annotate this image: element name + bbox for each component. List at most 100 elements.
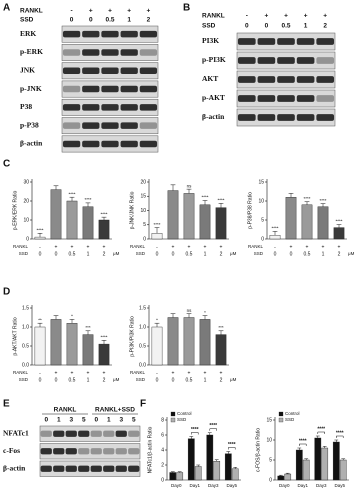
- significance-bracket: [191, 432, 199, 435]
- bar: [151, 233, 163, 240]
- significance-label: ****: [153, 222, 160, 227]
- blot-band: [62, 49, 81, 56]
- significance-bracket: [336, 435, 344, 438]
- blot-band: [90, 448, 102, 455]
- bar: [167, 317, 179, 366]
- blot-band: [82, 140, 100, 148]
- blot-band: [101, 67, 119, 75]
- bar: [215, 207, 227, 240]
- blot-band: [316, 38, 335, 45]
- bar: [176, 472, 184, 481]
- y-tick-label: 15: [140, 194, 146, 200]
- blot-lane-label: +: [323, 13, 327, 20]
- x-row-value: +: [87, 370, 90, 376]
- y-tick-label: 20: [23, 198, 29, 204]
- y-axis-title: p-JNK/JNK Ratio: [129, 191, 135, 229]
- blot-lane-label: -: [246, 13, 248, 20]
- bar: [321, 447, 329, 481]
- blot-lane-label: 5: [132, 417, 136, 424]
- blot-band: [139, 104, 158, 111]
- y-tick-label: 6: [161, 432, 164, 438]
- blot-band: [128, 465, 140, 472]
- y-tick-label: 15: [266, 417, 272, 423]
- blot-band: [128, 430, 140, 437]
- blot-band: [82, 85, 100, 93]
- bar: [301, 204, 313, 240]
- y-tick-label: 0.5: [139, 343, 146, 349]
- blot-band: [237, 114, 256, 121]
- bar: [215, 334, 227, 366]
- blot-band: [62, 122, 81, 129]
- x-row-value: 0: [274, 251, 277, 257]
- blot-lane-label: 0: [44, 417, 48, 424]
- x-row-value: 0: [39, 251, 42, 257]
- blot-box: [39, 425, 141, 442]
- bar: [277, 475, 285, 481]
- significance-bracket: [317, 431, 325, 434]
- x-row-label: SSD: [136, 251, 146, 256]
- y-tick-label: 5: [261, 217, 264, 223]
- significance-label: *: [204, 310, 206, 315]
- x-row-value: 0: [172, 251, 175, 257]
- blot-band: [65, 465, 77, 472]
- blot-band: [257, 76, 276, 83]
- y-tick-label: 1.5: [22, 305, 29, 311]
- blot-band: [296, 38, 315, 45]
- y-tick-label: 15: [258, 179, 264, 185]
- significance-label: ****: [217, 198, 224, 203]
- bar: [183, 193, 195, 240]
- blot-band: [277, 114, 295, 121]
- bar: [50, 319, 62, 366]
- blot-lane-label: 0: [89, 17, 93, 24]
- significance-label: *: [71, 314, 73, 319]
- blot-band: [316, 95, 335, 102]
- significance-bracket: [299, 443, 307, 446]
- blot-band: [103, 430, 115, 437]
- blot-lane-label: 1: [304, 23, 308, 30]
- blot-band: [120, 104, 138, 111]
- blot-lane-label: -: [71, 8, 73, 15]
- blot-band: [82, 104, 100, 111]
- blot-band: [101, 49, 119, 56]
- x-tick-label: Day0: [171, 483, 182, 488]
- blot-band: [237, 95, 256, 102]
- blot-band: [120, 67, 138, 75]
- bar: [206, 434, 214, 481]
- significance-label: ****: [209, 423, 217, 429]
- significance-label: ****: [100, 211, 107, 216]
- x-row-value: +: [290, 244, 293, 250]
- x-row-value: +: [188, 244, 191, 250]
- significance-label: ****: [336, 430, 344, 436]
- blot-band: [101, 104, 119, 111]
- panel-label: D: [3, 287, 10, 298]
- blot-lane-label: 2: [323, 23, 327, 30]
- blot-protein-label: AKT: [202, 74, 218, 83]
- x-row-value: 1: [87, 251, 90, 257]
- blot-lane-label: 5: [82, 417, 86, 424]
- blot-band: [277, 57, 295, 64]
- blot-band: [120, 85, 138, 93]
- x-row-value: 0.5: [69, 251, 76, 257]
- blot-band: [40, 448, 52, 455]
- bar: [295, 449, 303, 481]
- x-tick-label: Day1: [297, 483, 308, 488]
- blot-band: [40, 430, 52, 437]
- bar: [213, 461, 221, 481]
- significance-bracket: [209, 428, 217, 431]
- blot-protein-label: P38: [20, 102, 32, 111]
- blot-band: [277, 38, 295, 45]
- x-row-value: -: [39, 244, 41, 250]
- y-tick-label: 5: [269, 457, 272, 463]
- blot-band: [90, 430, 102, 437]
- blot-band: [277, 95, 295, 102]
- y-axis-title: p-AKT/AKT Ratio: [12, 317, 18, 355]
- blot-band: [257, 57, 276, 64]
- x-row-value: +: [71, 370, 74, 376]
- bar: [82, 334, 94, 366]
- blot-band: [103, 448, 115, 455]
- x-row-value: 2: [220, 377, 223, 383]
- blot-band: [257, 95, 276, 102]
- x-row-value: 0.5: [186, 251, 193, 257]
- x-row-value: +: [220, 370, 223, 376]
- bar: [231, 468, 239, 481]
